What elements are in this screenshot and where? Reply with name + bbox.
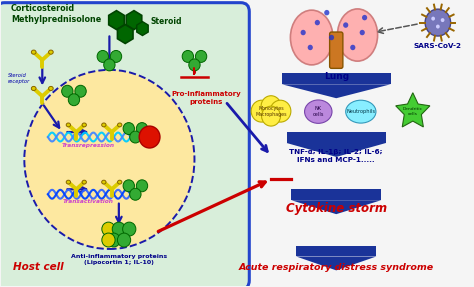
Circle shape (329, 35, 334, 40)
Polygon shape (287, 143, 386, 157)
Text: Dendritic
cells: Dendritic cells (403, 107, 423, 116)
Polygon shape (126, 11, 142, 30)
Polygon shape (137, 22, 148, 36)
Ellipse shape (118, 123, 122, 127)
Text: Pro-inflammatory
proteins: Pro-inflammatory proteins (172, 91, 241, 105)
Circle shape (324, 10, 329, 15)
Ellipse shape (82, 180, 86, 184)
Circle shape (350, 45, 356, 50)
Circle shape (130, 188, 141, 200)
Circle shape (261, 96, 281, 117)
Ellipse shape (66, 180, 71, 184)
Bar (287, 132, 386, 143)
Polygon shape (118, 25, 133, 44)
Circle shape (130, 131, 141, 143)
Circle shape (425, 9, 451, 36)
Ellipse shape (66, 123, 71, 127)
Text: Host cell: Host cell (12, 262, 63, 272)
Text: Monocytes
Macrophages: Monocytes Macrophages (255, 106, 287, 117)
Text: Anti-inflammatory proteins
(Lipocortin 1; IL-10): Anti-inflammatory proteins (Lipocortin 1… (71, 255, 167, 265)
Circle shape (123, 222, 136, 236)
Ellipse shape (82, 123, 86, 127)
Circle shape (362, 15, 367, 20)
Circle shape (107, 233, 120, 247)
Circle shape (110, 51, 122, 62)
Circle shape (139, 126, 160, 148)
Ellipse shape (118, 180, 122, 184)
FancyBboxPatch shape (0, 3, 249, 287)
Text: Transrepression: Transrepression (62, 143, 115, 148)
Circle shape (251, 100, 272, 122)
Circle shape (189, 59, 200, 71)
Circle shape (182, 51, 193, 62)
Ellipse shape (24, 70, 194, 249)
Circle shape (123, 180, 135, 192)
Text: Cytokine storm: Cytokine storm (286, 202, 387, 215)
Text: Acute respiratory distress syndrome: Acute respiratory distress syndrome (238, 263, 434, 272)
Text: Steroid
receptor: Steroid receptor (8, 73, 30, 84)
Polygon shape (282, 84, 391, 98)
Ellipse shape (305, 100, 332, 123)
Ellipse shape (31, 86, 36, 90)
Circle shape (441, 18, 445, 22)
Bar (296, 245, 376, 257)
Text: Lung: Lung (324, 72, 349, 81)
Polygon shape (296, 257, 376, 270)
Circle shape (102, 233, 115, 247)
Ellipse shape (48, 50, 53, 54)
Ellipse shape (291, 10, 333, 65)
Text: Transactivation: Transactivation (63, 199, 114, 204)
Circle shape (195, 51, 207, 62)
Circle shape (97, 51, 109, 62)
Circle shape (270, 100, 291, 122)
Text: Neutrophils: Neutrophils (346, 109, 375, 114)
Circle shape (118, 233, 131, 247)
Circle shape (308, 45, 313, 50)
Bar (282, 73, 391, 84)
Circle shape (75, 85, 86, 97)
FancyBboxPatch shape (329, 32, 343, 68)
Ellipse shape (101, 123, 106, 127)
Bar (292, 189, 381, 200)
Circle shape (436, 25, 440, 29)
Circle shape (137, 123, 148, 135)
Polygon shape (292, 200, 381, 214)
Text: Corticosteroid: Corticosteroid (11, 4, 75, 13)
Circle shape (315, 20, 320, 25)
Text: NK
cells: NK cells (312, 106, 324, 117)
Circle shape (112, 222, 126, 236)
Circle shape (68, 94, 80, 106)
Polygon shape (396, 93, 430, 127)
Circle shape (262, 106, 281, 126)
Ellipse shape (48, 86, 53, 90)
Circle shape (343, 22, 348, 28)
Circle shape (123, 123, 135, 135)
Circle shape (102, 222, 115, 236)
Circle shape (104, 59, 115, 71)
Ellipse shape (101, 180, 106, 184)
Text: Steroid: Steroid (151, 17, 182, 26)
Text: Methylprednisolone: Methylprednisolone (11, 15, 101, 24)
Circle shape (301, 30, 306, 35)
Polygon shape (109, 11, 124, 30)
Circle shape (62, 85, 73, 97)
Circle shape (360, 30, 365, 35)
Text: SARS-CoV-2: SARS-CoV-2 (414, 44, 462, 49)
Circle shape (431, 17, 435, 21)
Text: TNF-α; IL-1β; IL-2; IL-6;
IFNs and MCP-1.....: TNF-α; IL-1β; IL-2; IL-6; IFNs and MCP-1… (290, 149, 383, 163)
Circle shape (137, 180, 148, 192)
Ellipse shape (346, 100, 376, 123)
Ellipse shape (337, 9, 378, 61)
Ellipse shape (31, 50, 36, 54)
